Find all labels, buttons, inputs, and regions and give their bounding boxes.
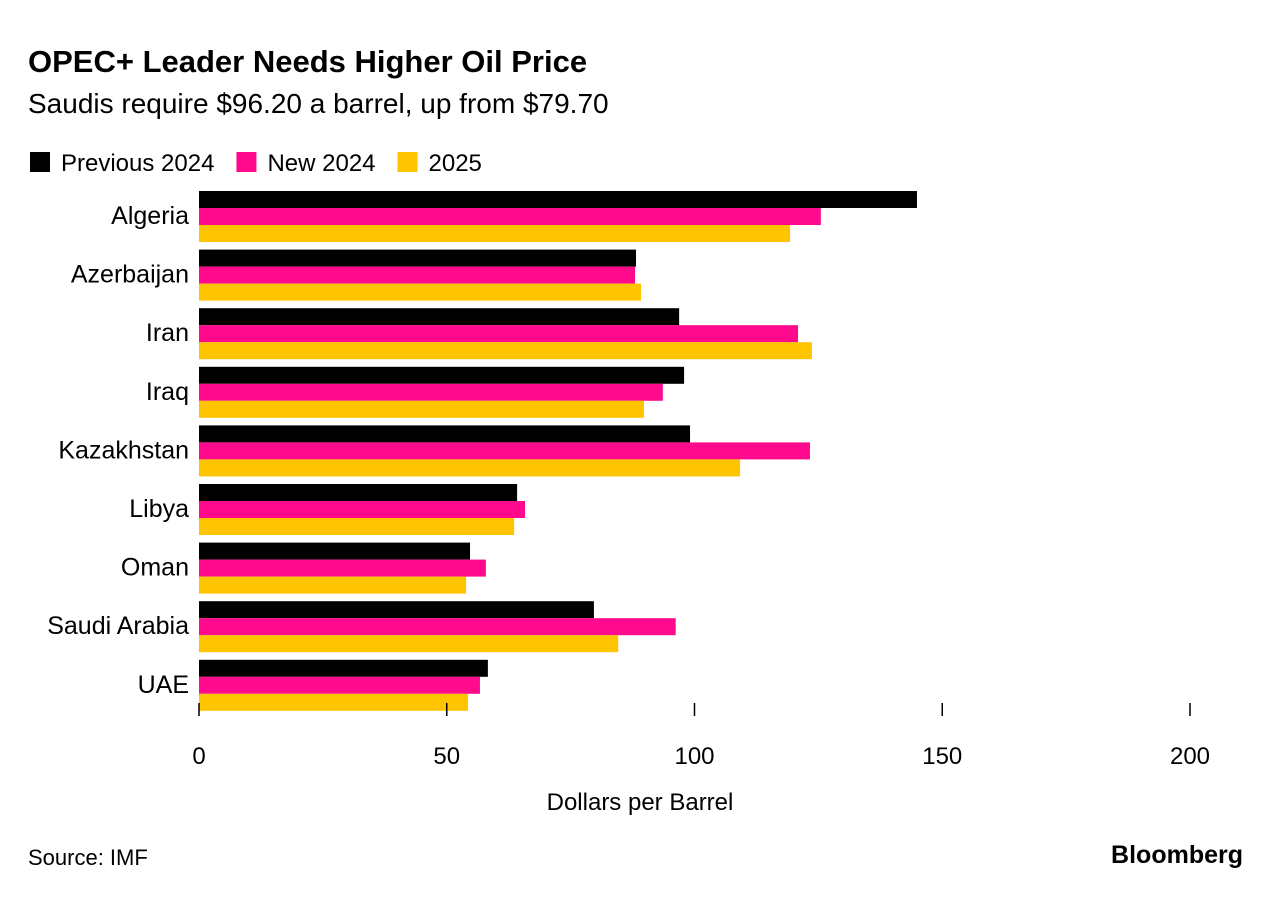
bar-iran-0 [199,308,680,326]
chart-subtitle: Saudis require $96.20 a barrel, up from … [28,88,609,119]
x-tick-label: 100 [674,743,714,770]
bloomberg-logo: Bloomberg [1111,841,1243,869]
bar-iran-1 [199,325,799,343]
legend-label: 2025 [429,150,482,177]
bar-algeria-2 [199,225,791,242]
x-tick-label: 0 [192,743,205,770]
bar-azerbaijan-1 [199,266,636,284]
category-label: UAE [138,671,189,699]
bar-oman-1 [199,559,486,577]
bar-kazakhstan-2 [199,459,741,477]
legend-swatch [397,152,418,172]
chart-title: OPEC+ Leader Needs Higher Oil Price [28,44,587,79]
legend: Previous 2024 New 2024 2025 [30,150,482,177]
bar-saudi-arabia-2 [199,635,619,653]
bar-algeria-0 [199,191,917,208]
bar-saudi-arabia-1 [199,618,676,636]
x-tick-label: 150 [922,743,962,770]
bar-azerbaijan-0 [199,249,637,267]
bar-oman-2 [199,576,467,594]
bar-iraq-0 [199,366,685,384]
legend-swatch [30,152,50,172]
x-tick-label: 50 [433,743,460,770]
bar-uae-1 [199,676,480,694]
category-label: Iran [146,319,189,347]
bar-kazakhstan-1 [199,442,810,460]
category-label: Oman [121,554,189,582]
bar-kazakhstan-0 [199,425,691,443]
category-label: Azerbaijan [71,261,189,289]
category-label: Iraq [146,378,189,406]
category-label: Kazakhstan [58,436,189,464]
bar-libya-0 [199,484,518,501]
x-axis: 0 50 100 150 200 [192,703,1210,770]
bar-uae-2 [199,693,469,711]
category-label: Algeria [111,202,189,230]
bar-iraq-2 [199,400,644,418]
category-label: Saudi Arabia [47,612,189,640]
legend-label: Previous 2024 [61,150,214,177]
category-label: Libya [129,495,189,523]
x-tick-label: 200 [1170,743,1210,770]
legend-swatch [236,152,257,172]
x-axis-label: Dollars per Barrel [547,789,734,816]
bar-libya-1 [199,501,526,518]
bar-iraq-1 [199,383,663,401]
bar-uae-0 [199,659,488,677]
bars [199,191,917,711]
bar-oman-0 [199,542,471,560]
bar-libya-2 [199,518,515,535]
legend-label: New 2024 [267,150,375,177]
bar-saudi-arabia-0 [199,601,594,619]
category-labels: Algeria Azerbaijan Iran Iraq Kazakhstan Libya… [47,202,189,699]
source-note: Source: IMF [28,845,148,870]
bar-iran-2 [199,342,812,360]
bar-azerbaijan-2 [199,283,641,301]
bar-algeria-1 [199,208,821,225]
